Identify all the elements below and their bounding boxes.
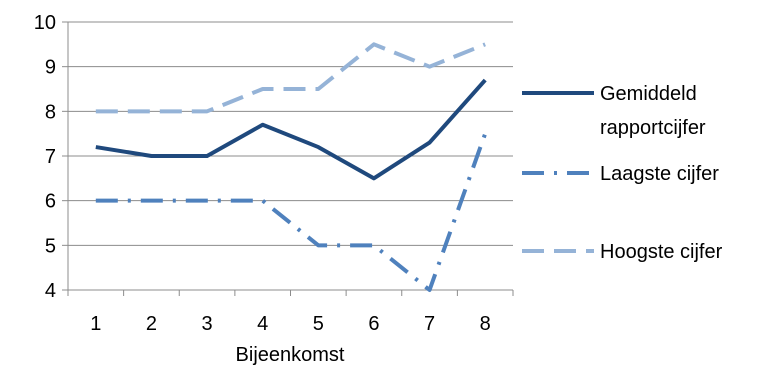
y-tick-label: 9 xyxy=(45,57,56,79)
y-tick-label: 6 xyxy=(45,191,56,213)
legend-item-2: Hoogste cijfer xyxy=(522,241,723,263)
axes xyxy=(62,21,514,296)
legend-label: Gemiddeld xyxy=(600,83,697,105)
legend-label: rapportcijfer xyxy=(600,117,706,139)
series-line-2 xyxy=(95,42,486,114)
x-tick-label: 1 xyxy=(90,313,101,335)
x-tick-label: 7 xyxy=(424,313,435,335)
y-tick-label: 4 xyxy=(45,280,56,302)
legend-item-1: Laagste cijfer xyxy=(522,163,719,185)
legend-label: Laagste cijfer xyxy=(600,163,719,185)
series-line-0 xyxy=(95,78,487,181)
gridlines xyxy=(68,21,513,291)
x-tick-label: 2 xyxy=(146,313,157,335)
legend-label: Hoogste cijfer xyxy=(600,241,723,263)
x-tick-label: 3 xyxy=(202,313,213,335)
series-lines xyxy=(95,42,488,292)
y-tick-label: 5 xyxy=(45,235,56,257)
legend-item-0: Gemiddeld rapportcijfer xyxy=(522,83,706,139)
x-tick-label: 4 xyxy=(257,313,268,335)
x-tick-label: 8 xyxy=(480,313,491,335)
y-tick-label: 10 xyxy=(34,12,56,34)
y-tick-label: 7 xyxy=(45,146,56,168)
series-line-1 xyxy=(95,132,488,292)
x-axis-title: Bijeenkomst xyxy=(236,344,345,365)
legend: Gemiddeld rapportcijfer Laagste cijfer Hoog… xyxy=(522,83,723,263)
x-tick-label: 6 xyxy=(368,313,379,335)
tick-labels: 4 5 6 7 8 9 10 1 2 3 4 5 6 7 8 xyxy=(34,12,491,335)
x-tick-label: 5 xyxy=(313,313,324,335)
y-tick-label: 8 xyxy=(45,101,56,123)
